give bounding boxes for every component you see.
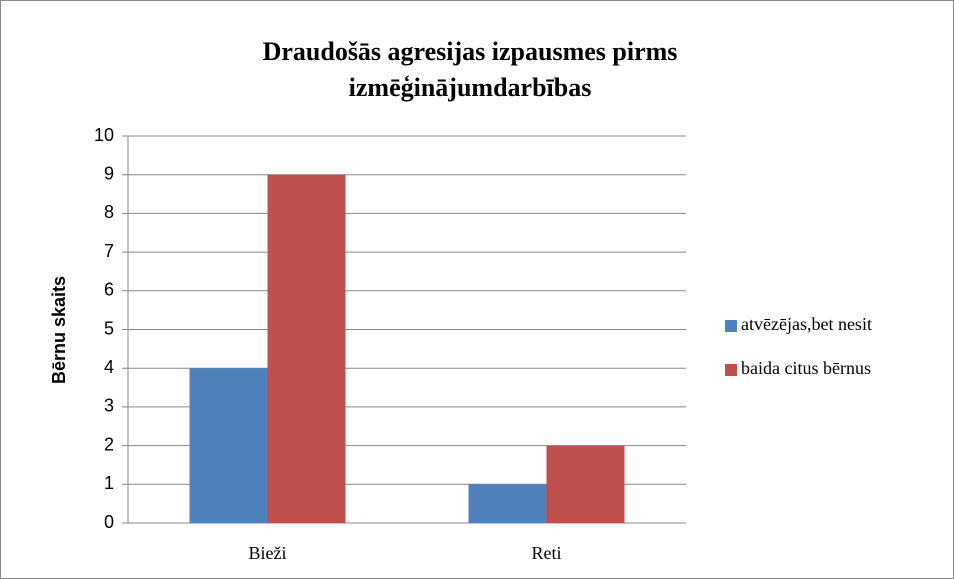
- y-tick-label: 5: [104, 318, 114, 338]
- legend-swatch: [725, 364, 737, 376]
- y-tick-label: 2: [104, 434, 114, 454]
- y-tick-label: 1: [104, 473, 114, 493]
- x-tick-label: Reti: [532, 543, 562, 563]
- y-axis-label: Bērnu skaits: [49, 276, 69, 384]
- y-tick-label: 3: [104, 396, 114, 416]
- y-tick-label: 6: [104, 280, 114, 300]
- y-tick-label: 10: [94, 125, 114, 145]
- x-tick-label: Bieži: [249, 543, 287, 563]
- y-tick-label: 9: [104, 163, 114, 183]
- legend-label: baida citus bērnus: [741, 358, 871, 378]
- y-tick-label: 7: [104, 241, 114, 261]
- y-tick-label: 4: [104, 357, 114, 377]
- y-tick-label: 8: [104, 202, 114, 222]
- bar: [468, 484, 547, 523]
- y-tick-label: 0: [104, 512, 114, 532]
- bar: [546, 445, 625, 523]
- bar: [189, 368, 268, 523]
- chart-title: Draudošās agresijas izpausmes pirms izmē…: [262, 37, 678, 102]
- bar: [267, 174, 346, 523]
- legend-label: atvēzējas,bet nesit: [741, 314, 872, 334]
- legend-swatch: [725, 320, 737, 332]
